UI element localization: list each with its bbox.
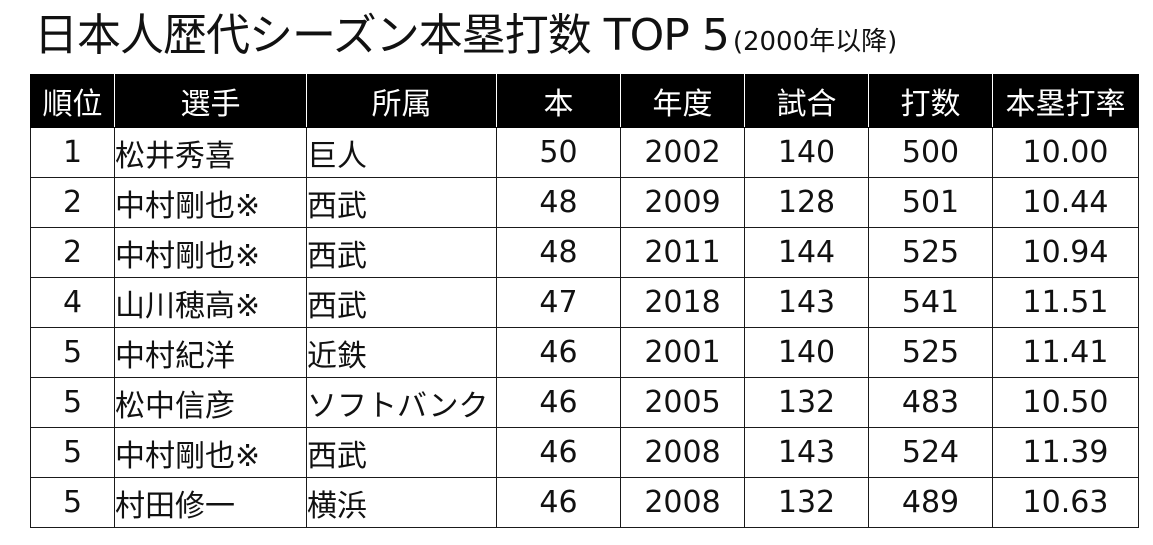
table-row: 5 中村紀洋 近鉄 46 2001 140 525 11.41 [30,327,1139,378]
header-rank: 順位 [30,74,115,128]
cell-ab-per-hr: 10.94 [992,227,1139,278]
cell-team: 巨人 [306,127,497,178]
cell-home-runs: 46 [496,327,621,378]
cell-home-runs: 47 [496,277,621,328]
header-team: 所属 [306,74,497,128]
header-ab-per-hr: 本塁打率 [992,74,1139,128]
table-body: 1 松井秀喜 巨人 50 2002 140 500 10.00 2 中村剛也※ … [30,127,1139,528]
title-main: 日本人歴代シーズン本塁打数 TOP 5 [34,10,730,61]
cell-team: 西武 [306,277,497,328]
header-row: 順位 選手 所属 本 年度 試合 打数 本塁打率 [30,74,1139,128]
table-row: 5 村田修一 横浜 46 2008 132 489 10.63 [30,477,1139,528]
cell-at-bats: 524 [868,427,993,478]
cell-team: 西武 [306,227,497,278]
header-year: 年度 [620,74,745,128]
cell-ab-per-hr: 10.63 [992,477,1139,528]
cell-team: 西武 [306,177,497,228]
cell-player: 中村剛也※ [114,227,307,278]
header-at-bats: 打数 [868,74,993,128]
cell-rank: 4 [30,277,115,328]
cell-rank: 2 [30,227,115,278]
cell-year: 2005 [620,377,745,428]
cell-team: 西武 [306,427,497,478]
cell-player: 中村紀洋 [114,327,307,378]
cell-team: ソフトバンク [306,377,497,428]
cell-games: 143 [744,277,869,328]
table-header: 順位 選手 所属 本 年度 試合 打数 本塁打率 [30,74,1139,128]
cell-home-runs: 48 [496,227,621,278]
table-row: 2 中村剛也※ 西武 48 2011 144 525 10.94 [30,227,1139,278]
cell-ab-per-hr: 11.39 [992,427,1139,478]
table-row: 5 中村剛也※ 西武 46 2008 143 524 11.39 [30,427,1139,478]
cell-year: 2001 [620,327,745,378]
cell-year: 2009 [620,177,745,228]
cell-team: 横浜 [306,477,497,528]
cell-player: 松井秀喜 [114,127,307,178]
cell-at-bats: 541 [868,277,993,328]
cell-rank: 5 [30,477,115,528]
cell-year: 2008 [620,427,745,478]
cell-at-bats: 483 [868,377,993,428]
cell-games: 143 [744,427,869,478]
cell-games: 132 [744,477,869,528]
header-games: 試合 [744,74,869,128]
cell-at-bats: 525 [868,327,993,378]
cell-rank: 1 [30,127,115,178]
cell-year: 2011 [620,227,745,278]
table-row: 2 中村剛也※ 西武 48 2009 128 501 10.44 [30,177,1139,228]
cell-player: 中村剛也※ [114,427,307,478]
cell-games: 128 [744,177,869,228]
cell-team: 近鉄 [306,327,497,378]
cell-games: 140 [744,327,869,378]
header-home-runs: 本 [496,74,621,128]
cell-home-runs: 46 [496,427,621,478]
cell-home-runs: 46 [496,377,621,428]
cell-ab-per-hr: 10.44 [992,177,1139,228]
cell-year: 2008 [620,477,745,528]
cell-games: 132 [744,377,869,428]
cell-player: 村田修一 [114,477,307,528]
cell-ab-per-hr: 11.51 [992,277,1139,328]
header-player: 選手 [114,74,307,128]
cell-year: 2002 [620,127,745,178]
cell-games: 144 [744,227,869,278]
cell-year: 2018 [620,277,745,328]
page-title: 日本人歴代シーズン本塁打数 TOP 5 (2000年以降) [34,4,897,68]
cell-ab-per-hr: 10.50 [992,377,1139,428]
table-row: 5 松中信彦 ソフトバンク 46 2005 132 483 10.50 [30,377,1139,428]
cell-ab-per-hr: 10.00 [992,127,1139,178]
cell-at-bats: 500 [868,127,993,178]
title-subtitle: (2000年以降) [732,27,898,57]
cell-rank: 5 [30,427,115,478]
cell-rank: 2 [30,177,115,228]
cell-home-runs: 48 [496,177,621,228]
cell-player: 中村剛也※ [114,177,307,228]
cell-player: 山川穂高※ [114,277,307,328]
cell-at-bats: 525 [868,227,993,278]
table-row: 4 山川穂高※ 西武 47 2018 143 541 11.51 [30,277,1139,328]
cell-home-runs: 50 [496,127,621,178]
cell-ab-per-hr: 11.41 [992,327,1139,378]
cell-rank: 5 [30,377,115,428]
cell-rank: 5 [30,327,115,378]
cell-home-runs: 46 [496,477,621,528]
cell-at-bats: 501 [868,177,993,228]
cell-at-bats: 489 [868,477,993,528]
table-row: 1 松井秀喜 巨人 50 2002 140 500 10.00 [30,127,1139,178]
cell-games: 140 [744,127,869,178]
cell-player: 松中信彦 [114,377,307,428]
ranking-table: 順位 選手 所属 本 年度 試合 打数 本塁打率 1 松井秀喜 巨人 50 20… [30,74,1139,528]
